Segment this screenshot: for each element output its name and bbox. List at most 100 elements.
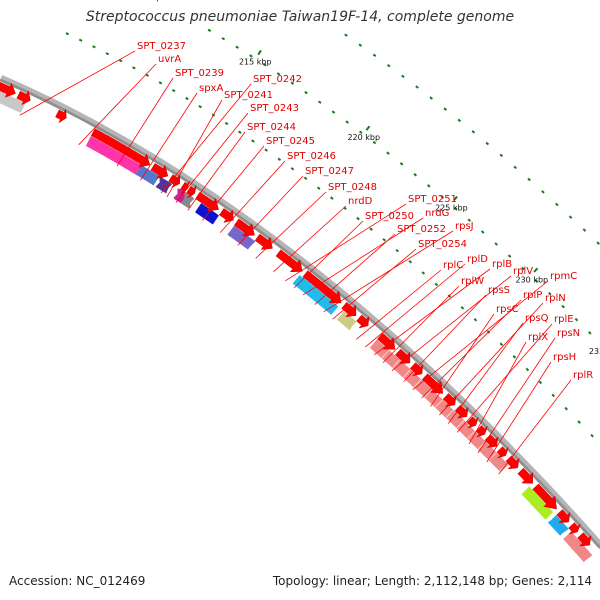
scale-dot [507, 254, 512, 258]
gene-label: rpsQ [525, 313, 549, 324]
scale-label: 235 kbp [589, 347, 600, 356]
gene-label: SPT_0239 [175, 68, 224, 79]
scale-tick [365, 125, 371, 131]
scale-dot [413, 173, 417, 177]
gene-label: rpsC [496, 304, 519, 315]
block-divider [403, 369, 411, 378]
leader-line [356, 269, 442, 340]
scale-dot [221, 37, 226, 41]
scale-dot [264, 148, 268, 152]
scale-dot [551, 393, 556, 398]
gene-label: SPT_0248 [328, 182, 377, 193]
feature-block [227, 225, 256, 250]
scale-dot [443, 107, 448, 111]
gene-label: SPT_0246 [287, 151, 336, 162]
gene-labels: SPT_0237 uvrA SPT_0239 spxA SPT_0242 SPT_0241… [137, 41, 593, 381]
gene-label: rplR [573, 370, 593, 381]
scale-dot [224, 121, 229, 126]
gene-label: rplX [528, 332, 548, 343]
scale-dot [277, 157, 282, 162]
block-divider [392, 359, 400, 368]
scale-dot [421, 271, 426, 275]
gene-label: rpsN [557, 328, 580, 339]
scale-dot [158, 81, 163, 85]
cds-arrow [505, 455, 520, 470]
leader-line [273, 205, 347, 273]
scale-dot [564, 406, 568, 411]
scale-dot [92, 45, 96, 49]
leader-line [140, 92, 198, 181]
scale-dot [382, 238, 386, 242]
leader-line [166, 99, 223, 198]
gene-label: rpmC [550, 271, 577, 282]
scale-ticks: 210 kbp 215 kbp 220 kbp 225 kbp 230 kbp 235 k… [129, 0, 600, 356]
scale-dot [534, 279, 539, 283]
leader-line [202, 145, 265, 221]
scale-dot [290, 167, 295, 171]
cds-arrow [150, 163, 169, 179]
block-divider [424, 389, 433, 398]
leader-line [255, 191, 327, 259]
leader-line [391, 275, 512, 372]
scale-dot [590, 433, 594, 438]
leader-line [498, 379, 572, 475]
gene-label: rplE [554, 314, 574, 325]
scale-dot [356, 216, 360, 221]
cds-arrow [496, 446, 509, 459]
cds-arrow [532, 483, 557, 510]
scale-dot [457, 118, 462, 123]
leader-line [468, 341, 527, 445]
leader-line [364, 263, 466, 348]
scale-dot [467, 218, 472, 222]
scale-dot [494, 242, 498, 246]
scale-dot [485, 141, 490, 146]
scale-dot [480, 230, 485, 234]
scale-dot [316, 186, 321, 190]
scale-dot [358, 43, 363, 47]
cds-arrow [218, 208, 234, 223]
cds-arrows [0, 81, 592, 547]
leader-line [19, 50, 136, 116]
feature-block [292, 275, 339, 315]
feature-block [135, 164, 160, 186]
scale-dot [303, 176, 308, 181]
feature-blocks [0, 91, 593, 563]
scale-tick [453, 195, 458, 202]
leader-line [187, 131, 246, 211]
leader-line [175, 112, 249, 203]
cds-arrow [168, 173, 181, 189]
scale-dot [171, 88, 176, 93]
cds-arrow [254, 233, 273, 250]
feature-block [155, 177, 173, 194]
gene-label: SPT_0241 [224, 90, 273, 101]
feature-block [521, 486, 554, 520]
leader-line [373, 268, 491, 356]
scale-dot [568, 215, 573, 219]
scale-dots [65, 28, 600, 438]
leader-line [160, 83, 252, 194]
cds-arrow [475, 425, 488, 438]
gene-label: SPT_0247 [305, 166, 354, 177]
scale-dot [473, 318, 478, 322]
scale-dot [561, 304, 565, 309]
cds-arrow [55, 108, 67, 124]
leader-line [382, 285, 460, 364]
scale-dot [525, 367, 530, 372]
gene-label: SPT_0243 [250, 103, 299, 114]
scale-dot [317, 100, 322, 104]
cds-arrow [186, 185, 197, 199]
scale-dot [372, 140, 377, 145]
feature-block [195, 203, 219, 225]
scale-dot [290, 81, 295, 85]
block-divider [467, 430, 476, 439]
cds-arrow [16, 90, 31, 106]
cds-arrow [394, 348, 411, 364]
scale-dot [237, 130, 242, 134]
scale-dot [513, 165, 517, 170]
gene-label: rplW [461, 276, 484, 287]
scale-dot [512, 355, 517, 359]
label-leader-lines [19, 50, 572, 475]
scale-dot [415, 85, 419, 89]
scale-dot [105, 52, 110, 56]
scale-dot [395, 248, 400, 253]
